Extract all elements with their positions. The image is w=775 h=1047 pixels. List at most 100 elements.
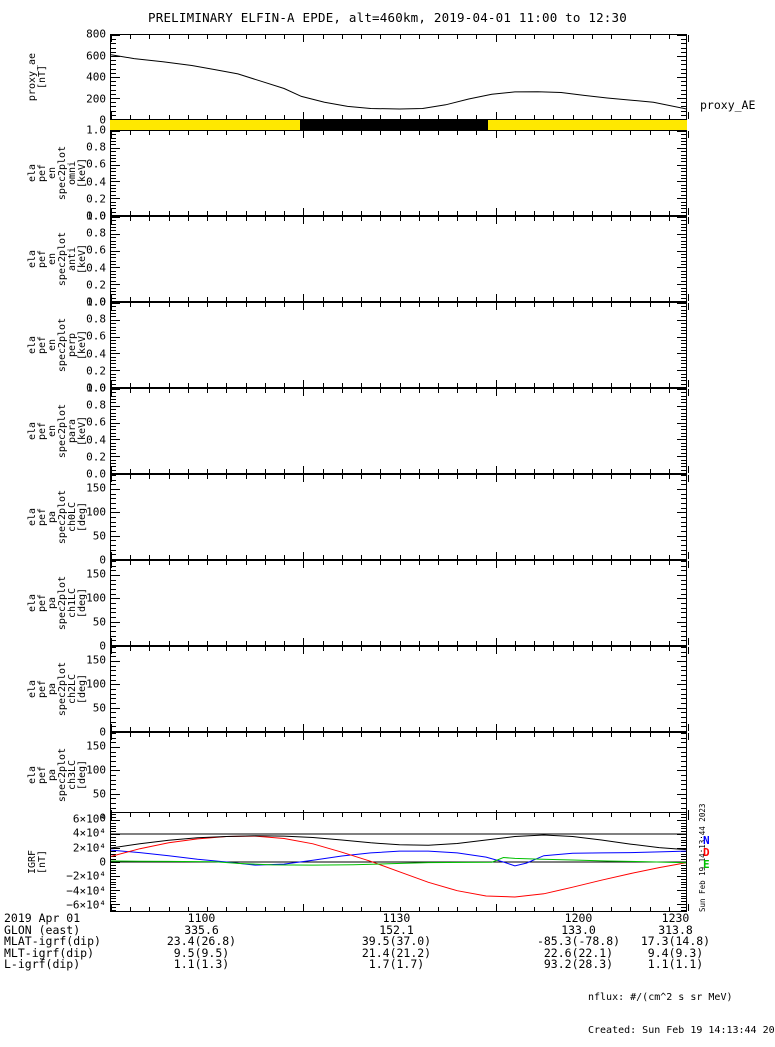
orbit-bar-segment <box>300 120 488 130</box>
ytick-label: 150 <box>86 653 106 667</box>
ytick-label: 0.0 <box>86 467 106 481</box>
ytick-label: 0.0 <box>86 209 106 223</box>
ytick-label: 4×10⁴ <box>72 826 106 840</box>
bottom-row-value: 1100 <box>187 911 216 925</box>
bottom-row-value: 23.4(26.8) <box>166 934 237 949</box>
legend-item-e: E <box>703 858 710 871</box>
ytick-labels-en_para: 0.0 0.2 0.4 0.6 0.8 1.0 <box>0 382 106 481</box>
ytick-label: 0 <box>99 811 106 825</box>
ytick-label: 50 <box>92 701 106 715</box>
proxy-ae-series-label: proxy_AE <box>700 98 756 112</box>
legend-item-d: D <box>703 846 710 859</box>
axis-title-igrf: [nT] <box>37 849 48 875</box>
bottom-row-value: 1230 <box>661 911 690 925</box>
panel-en_anti <box>110 216 689 302</box>
footer: nflux: #/(cm^2 s sr MeV) Created: Sun Fe… <box>588 970 775 1047</box>
ytick-label: 0.6 <box>86 415 106 429</box>
ytick-labels-pa_ch1lc: 0 50 100 150 <box>0 560 106 653</box>
axis-title-en_para: [keV] <box>77 415 88 447</box>
ytick-labels-igrf: −6×10⁴ −4×10⁴ −2×10⁴ 0 2×10⁴ 4×10⁴ 6×10⁴ <box>0 812 106 912</box>
bottom-row-value: 21.4(21.2) <box>361 945 432 960</box>
ytick-label: 0 <box>99 725 106 739</box>
ytick-label: −6×10⁴ <box>66 898 106 912</box>
panel-igrf <box>110 812 689 912</box>
ytick-label: 0.4 <box>86 175 106 189</box>
ytick-label: 1.0 <box>86 381 106 395</box>
ytick-label: −4×10⁴ <box>66 884 106 898</box>
panel-en_para <box>110 388 689 474</box>
axis-title-en_omni: [keV] <box>77 157 88 189</box>
bottom-row-value: 1.7(1.7) <box>368 957 425 972</box>
ytick-label: 2×10⁴ <box>72 841 106 855</box>
bottom-row: MLAT-igrf(dip) 23.4(26.8) 39.5(37.0) -85.3(… <box>0 936 775 948</box>
ytick-label: 50 <box>92 529 106 543</box>
bottom-row-value: 17.3(14.8) <box>640 934 711 949</box>
ytick-label: 0.6 <box>86 157 106 171</box>
panel-pa_ch2lc <box>110 646 689 732</box>
bottom-row-value: 133.0 <box>561 922 596 937</box>
panel-pa_ch3lc <box>110 732 689 818</box>
ytick-label: 0.2 <box>86 364 106 378</box>
ytick-label: 0.8 <box>86 140 106 154</box>
axis-title-en_anti: [keV] <box>77 243 88 275</box>
bottom-row-value: 39.5(37.0) <box>361 934 432 949</box>
ytick-label: 0.4 <box>86 347 106 361</box>
ytick-label: 0.2 <box>86 278 106 292</box>
bottom-row: MLT-igrf(dip) 9.5(9.5) 21.4(21.2) 22.6(22.1… <box>0 945 775 960</box>
orbit-bar-segment <box>110 120 301 130</box>
ytick-label: 0.0 <box>86 381 106 395</box>
axis-title-en_perp: [keV] <box>77 329 88 361</box>
ytick-label: 1.0 <box>86 295 106 309</box>
ytick-label: 100 <box>86 591 106 605</box>
footer-units: nflux: #/(cm^2 s sr MeV) <box>588 992 733 1003</box>
axis-title-pa_ch2lc: [deg] <box>77 673 88 705</box>
bottom-row-key: L-igrf(dip) <box>4 957 81 972</box>
ytick-label: −2×10⁴ <box>66 869 106 883</box>
bottom-row-value: 9.4(9.3) <box>647 945 704 960</box>
ytick-labels-en_perp: 0.0 0.2 0.4 0.6 0.8 1.0 <box>0 296 106 395</box>
panel-proxy_ae <box>110 34 689 120</box>
ytick-labels-en_omni: 0.0 0.2 0.4 0.6 0.8 1.0 <box>0 124 106 223</box>
bottom-row-key: 2019 Apr 01 <box>4 911 81 925</box>
ytick-label: 0.2 <box>86 450 106 464</box>
bottom-row: 2019 Apr 01 1100 1130 1200 1230 <box>0 911 775 925</box>
ytick-label: 0.8 <box>86 312 106 326</box>
ytick-labels-proxy_ae: 0 200 400 600 800 <box>0 28 106 127</box>
bottom-row-value: 93.2(28.3) <box>543 957 614 972</box>
ytick-label: 1.0 <box>86 209 106 223</box>
bottom-row-value: 335.6 <box>184 922 219 937</box>
ytick-label: 200 <box>86 92 106 105</box>
ytick-label: 0.6 <box>86 329 106 343</box>
ytick-label: 0.2 <box>86 192 106 206</box>
panel-pa_ch0lc <box>110 474 689 560</box>
ytick-label: 0.4 <box>86 261 106 275</box>
bottom-row-value: 1200 <box>564 911 593 925</box>
ytick-label: 600 <box>86 49 106 62</box>
orbit-bar-segment <box>487 120 687 130</box>
ytick-labels-pa_ch2lc: 0 50 100 150 <box>0 646 106 739</box>
ytick-label: 1.0 <box>86 123 106 137</box>
traces-proxy_ae <box>111 54 686 110</box>
bottom-row: L-igrf(dip) 1.1(1.3) 1.7(1.7) 93.2(28.3) 1.1… <box>0 959 775 971</box>
bottom-row-value: 1.1(1.1) <box>647 957 704 972</box>
panel-bar <box>110 120 687 130</box>
panel-en_omni <box>110 130 689 216</box>
ytick-label: 400 <box>86 70 106 84</box>
ytick-label: 0.6 <box>86 243 106 257</box>
ytick-label: 50 <box>92 787 106 801</box>
axis-title-proxy_ae: [nT] <box>37 64 48 90</box>
bottom-row-key: MLT-igrf(dip) <box>4 945 95 960</box>
bottom-row-value: 1.1(1.3) <box>173 957 230 972</box>
page-title: PRELIMINARY ELFIN-A EPDE, alt=460km, 201… <box>148 10 627 25</box>
bottom-row: GLON (east) 335.6 152.1 133.0 313.8 <box>0 922 775 937</box>
bottom-row-value: 313.8 <box>658 922 693 937</box>
bottom-row-key: GLON (east) <box>4 922 81 937</box>
ytick-label: 50 <box>92 615 106 629</box>
panel-en_perp <box>110 302 689 388</box>
bottom-row-value: 22.6(22.1) <box>543 945 614 960</box>
ytick-label: 800 <box>86 27 106 41</box>
bottom-row-value: 9.5(9.5) <box>173 945 230 960</box>
ytick-label: 0 <box>99 855 106 869</box>
ytick-label: 0.8 <box>86 226 106 240</box>
timestamp-vertical: Sun Feb 19 14:13:44 2023 <box>688 804 707 912</box>
